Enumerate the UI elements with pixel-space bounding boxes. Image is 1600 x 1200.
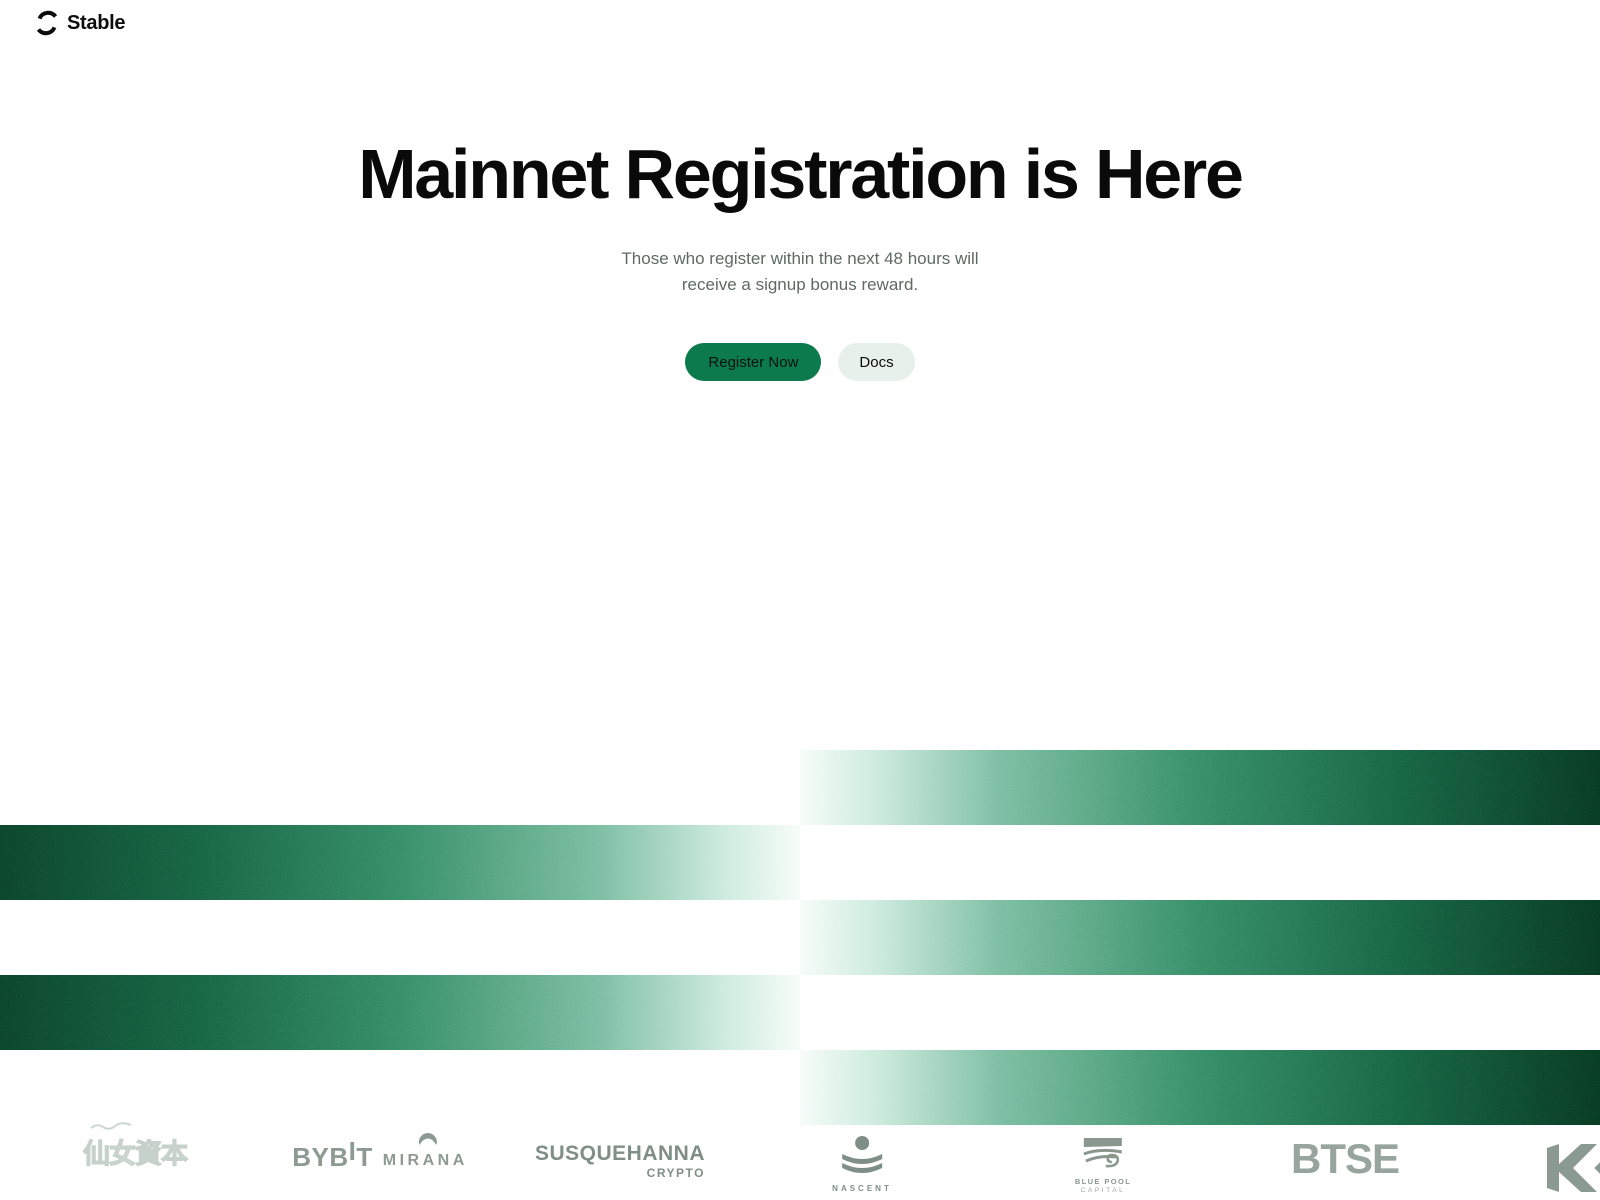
page-title: Mainnet Registration is Here	[358, 135, 1244, 213]
hero-subtitle: Those who register within the next 48 ho…	[0, 246, 1600, 298]
stripe-right-2	[800, 900, 1600, 975]
gradient-stripes	[0, 750, 1600, 1125]
blue-pool-capital-label: CAPITAL	[1080, 1187, 1126, 1194]
partner-bybit-mirana: BYBIT MIRANA	[292, 1133, 468, 1172]
partner-btse: BTSE	[1290, 1135, 1400, 1182]
hero-subtitle-line1: Those who register within the next 48 ho…	[621, 249, 979, 268]
nascent-wordmark: NASCENT	[832, 1184, 892, 1193]
partner-nascent: NASCENT	[832, 1135, 892, 1193]
docs-button[interactable]: Docs	[838, 343, 915, 381]
stripe-left-1	[0, 825, 800, 900]
btse-wordmark: BTSE	[1290, 1135, 1400, 1182]
bybit-wordmark: BYBIT	[292, 1136, 373, 1172]
susquehanna-crypto-label: CRYPTO	[646, 1166, 706, 1180]
cta-row: Register Now Docs	[0, 343, 1600, 381]
partner-kucoin	[1541, 1140, 1600, 1200]
register-now-button[interactable]: Register Now	[685, 343, 822, 381]
stripe-right-1	[800, 750, 1600, 825]
stripe-left-2	[0, 975, 800, 1050]
partner-logos-row: 仙女資本 BYBIT MIRANA SUSQUEHANNA CRYPTO NAS…	[0, 1105, 1600, 1200]
mirana-wordmark: MIRANA	[383, 1133, 468, 1171]
brand-name: Stable	[67, 11, 126, 34]
blue-pool-wordmark: BLUE POOL	[1074, 1177, 1132, 1186]
partner-blue-pool-capital: BLUE POOL CAPITAL	[1075, 1137, 1131, 1194]
mirana-moon-icon	[418, 1133, 437, 1145]
hero-subtitle-line2: receive a signup bonus reward.	[681, 275, 919, 294]
brand-logo[interactable]: Stable	[34, 10, 126, 36]
fairy-script-icon	[90, 1122, 132, 1130]
susquehanna-wordmark: SUSQUEHANNA	[534, 1142, 706, 1165]
blue-pool-icon	[1083, 1138, 1123, 1168]
kucoin-k-icon	[1547, 1144, 1600, 1192]
stable-s-icon	[36, 10, 58, 36]
stripe-right-3	[800, 1050, 1600, 1125]
partner-susquehanna-crypto: SUSQUEHANNA CRYPTO	[534, 1142, 706, 1181]
nascent-book-icon	[841, 1136, 882, 1173]
partner-fairy-capital: 仙女資本	[82, 1121, 189, 1171]
fairy-capital-wordmark: 仙女資本	[82, 1138, 188, 1170]
